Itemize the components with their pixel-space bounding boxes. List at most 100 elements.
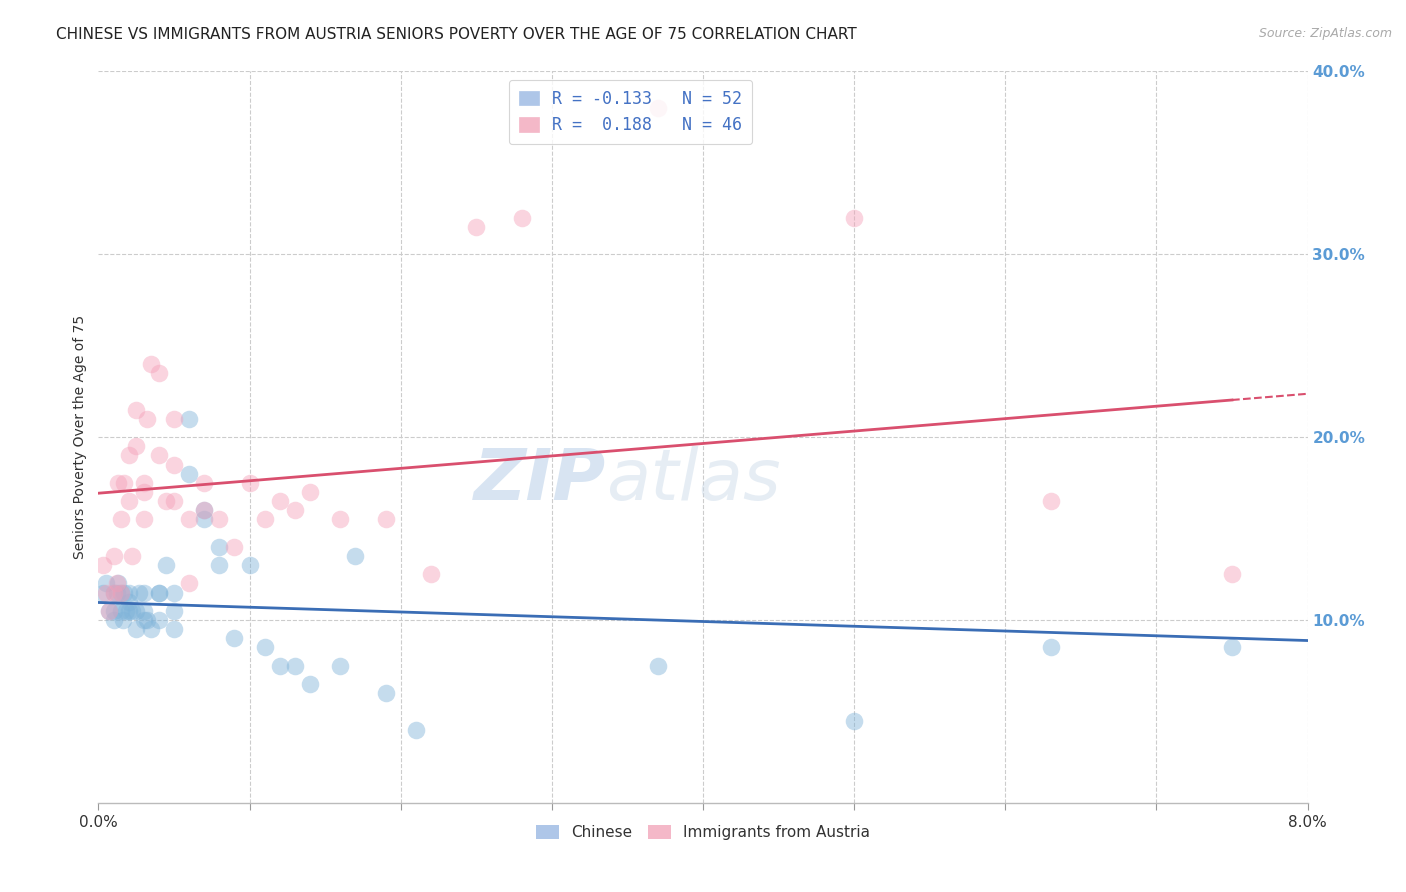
Point — [193, 512, 215, 526]
Point — [465, 219, 488, 234]
Point — [94, 576, 117, 591]
Y-axis label: Seniors Poverty Over the Age of 75: Seniors Poverty Over the Age of 75 — [73, 315, 87, 559]
Point — [844, 714, 866, 728]
Point — [103, 613, 125, 627]
Point — [98, 604, 121, 618]
Point — [118, 594, 141, 608]
Point — [135, 613, 157, 627]
Point — [208, 558, 231, 573]
Point — [208, 512, 231, 526]
Point — [94, 585, 117, 599]
Point — [118, 494, 141, 508]
Point — [110, 585, 132, 599]
Point — [148, 613, 170, 627]
Text: CHINESE VS IMMIGRANTS FROM AUSTRIA SENIORS POVERTY OVER THE AGE OF 75 CORRELATIO: CHINESE VS IMMIGRANTS FROM AUSTRIA SENIO… — [56, 27, 858, 42]
Point — [121, 549, 143, 563]
Point — [208, 540, 231, 554]
Point — [132, 512, 155, 526]
Point — [374, 512, 396, 526]
Point — [163, 458, 186, 472]
Point — [193, 503, 215, 517]
Point — [193, 503, 215, 517]
Point — [110, 604, 132, 618]
Point — [1039, 640, 1062, 655]
Point — [148, 585, 170, 599]
Point — [179, 467, 201, 481]
Point — [141, 622, 163, 636]
Point — [163, 412, 186, 426]
Point — [510, 211, 533, 225]
Text: ZIP: ZIP — [474, 447, 606, 516]
Point — [405, 723, 427, 737]
Point — [163, 622, 186, 636]
Point — [118, 585, 141, 599]
Point — [125, 622, 148, 636]
Point — [1220, 640, 1243, 655]
Point — [103, 585, 125, 599]
Point — [420, 567, 443, 582]
Point — [1220, 567, 1243, 582]
Point — [135, 412, 157, 426]
Point — [103, 549, 125, 563]
Point — [163, 604, 186, 618]
Point — [111, 613, 134, 627]
Point — [125, 604, 148, 618]
Point — [125, 402, 148, 417]
Point — [148, 366, 170, 380]
Point — [91, 558, 114, 573]
Point — [844, 211, 866, 225]
Point — [112, 585, 135, 599]
Point — [253, 512, 276, 526]
Point — [112, 475, 135, 490]
Point — [110, 512, 132, 526]
Point — [193, 475, 215, 490]
Point — [374, 686, 396, 700]
Point — [132, 613, 155, 627]
Point — [105, 585, 128, 599]
Text: atlas: atlas — [606, 447, 780, 516]
Point — [1039, 494, 1062, 508]
Point — [132, 604, 155, 618]
Point — [284, 503, 307, 517]
Point — [148, 448, 170, 462]
Point — [91, 585, 114, 599]
Point — [155, 558, 177, 573]
Point — [299, 485, 322, 500]
Text: Source: ZipAtlas.com: Source: ZipAtlas.com — [1258, 27, 1392, 40]
Point — [179, 412, 201, 426]
Point — [239, 558, 262, 573]
Point — [163, 585, 186, 599]
Point — [103, 604, 125, 618]
Point — [118, 604, 141, 618]
Point — [647, 101, 669, 115]
Point — [118, 448, 141, 462]
Point — [128, 585, 150, 599]
Point — [299, 677, 322, 691]
Point — [107, 475, 129, 490]
Point — [344, 549, 367, 563]
Point — [110, 585, 132, 599]
Point — [114, 604, 136, 618]
Point — [647, 658, 669, 673]
Point — [179, 512, 201, 526]
Point — [239, 475, 262, 490]
Point — [253, 640, 276, 655]
Legend: Chinese, Immigrants from Austria: Chinese, Immigrants from Austria — [530, 819, 876, 847]
Point — [224, 632, 246, 646]
Point — [132, 585, 155, 599]
Point — [132, 485, 155, 500]
Point — [121, 604, 143, 618]
Point — [141, 357, 163, 371]
Point — [155, 494, 177, 508]
Point — [179, 576, 201, 591]
Point — [125, 439, 148, 453]
Point — [132, 475, 155, 490]
Point — [329, 658, 352, 673]
Point — [148, 585, 170, 599]
Point — [284, 658, 307, 673]
Point — [105, 576, 128, 591]
Point — [107, 576, 129, 591]
Point — [98, 604, 121, 618]
Point — [269, 658, 291, 673]
Point — [103, 585, 125, 599]
